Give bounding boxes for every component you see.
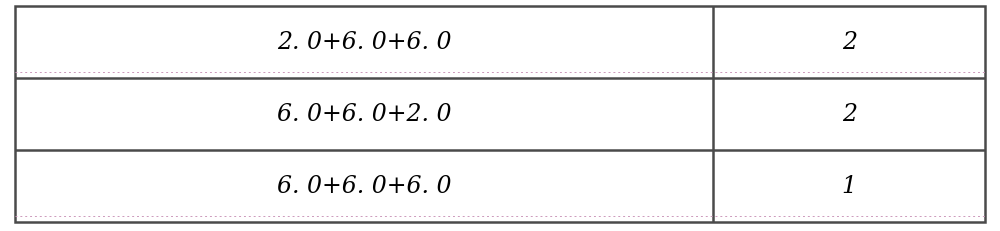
Text: 2. 0+6. 0+6. 0: 2. 0+6. 0+6. 0 xyxy=(277,31,451,54)
Text: 2: 2 xyxy=(842,31,857,54)
Text: 6. 0+6. 0+6. 0: 6. 0+6. 0+6. 0 xyxy=(277,174,451,198)
Text: 2: 2 xyxy=(842,103,857,126)
Text: 1: 1 xyxy=(842,174,857,198)
Text: 6. 0+6. 0+2. 0: 6. 0+6. 0+2. 0 xyxy=(277,103,451,126)
